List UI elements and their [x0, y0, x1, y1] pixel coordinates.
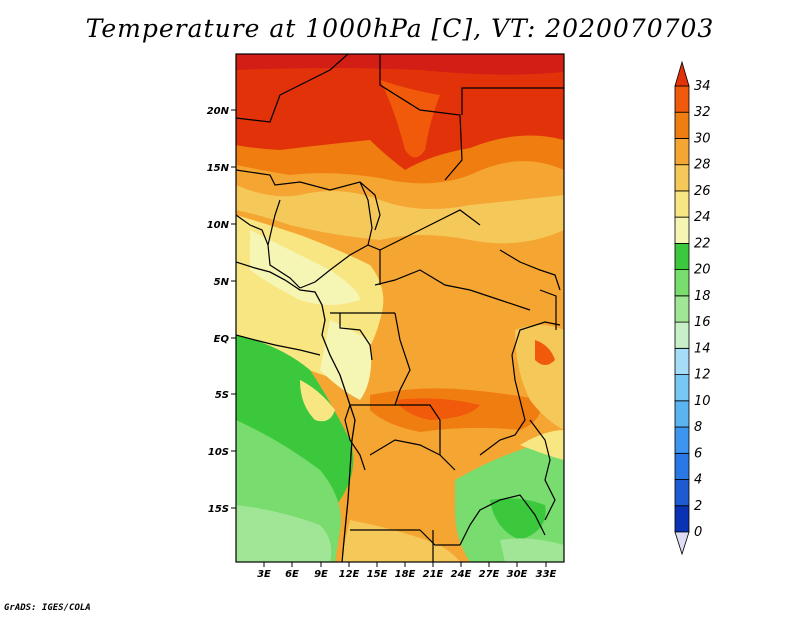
lat-label: 5S [215, 390, 229, 401]
lat-label: 10N [207, 220, 230, 231]
colorbar-swatch [674, 190, 690, 218]
lon-label: 6E [285, 569, 299, 580]
colorbar-label: 16 [694, 315, 711, 330]
longitude-axis: 3E 6E 9E 12E 15E 18E 21E 24E 27E 30E 33E [257, 562, 557, 580]
colorbar-label: 14 [694, 341, 711, 356]
lon-label: 15E [367, 569, 388, 580]
lat-label: 10S [208, 447, 229, 458]
lat-label: 15N [207, 163, 230, 174]
colorbar-swatch [674, 426, 690, 454]
colorbar-swatch [674, 321, 690, 349]
map-title: Temperature at 1000hPa [C], VT: 20200707… [85, 14, 715, 43]
colorbar-swatch [674, 347, 690, 375]
lon-label: 21E [423, 569, 444, 580]
colorbar-label: 34 [694, 79, 711, 94]
colorbar-label: 2 [694, 499, 702, 514]
colorbar-label: 0 [694, 525, 702, 540]
lon-label: 33E [536, 569, 557, 580]
colorbar-swatch [674, 374, 690, 402]
temperature-field [236, 54, 564, 562]
colorbar-over-triangle [674, 60, 690, 87]
colorbar-label: 20 [694, 263, 711, 278]
lon-label: 9E [314, 569, 328, 580]
colorbar-label: 12 [694, 368, 711, 383]
colorbar-swatch [674, 505, 690, 533]
colorbar-under-triangle [674, 531, 690, 556]
colorbar-label: 18 [694, 289, 711, 304]
colorbar-label: 4 [694, 473, 702, 488]
colorbar-label: 10 [694, 394, 711, 409]
lat-label: 20N [207, 106, 230, 117]
lat-label: 15S [208, 504, 229, 515]
lon-label: 27E [479, 569, 500, 580]
colorbar-swatch [674, 85, 690, 113]
grads-credit: GrADS: IGES/COLA [4, 603, 91, 613]
colorbar-label: 6 [694, 446, 702, 461]
colorbar-label: 22 [694, 236, 711, 251]
colorbar-swatch [674, 216, 690, 244]
lat-label: EQ [214, 334, 230, 345]
lon-label: 3E [257, 569, 271, 580]
colorbar-swatch [674, 111, 690, 139]
colorbar-swatch [674, 164, 690, 192]
colorbar-swatch [674, 452, 690, 480]
colorbar-label: 8 [694, 420, 702, 435]
coastline [236, 261, 356, 562]
map-frame [235, 53, 565, 563]
lon-label: 30E [507, 569, 528, 580]
colorbar-swatch [674, 269, 690, 297]
colorbar-label: 32 [694, 105, 711, 120]
colorbar-swatch [674, 138, 690, 166]
lon-label: 24E [451, 569, 472, 580]
colorbar-swatch [674, 295, 690, 323]
lon-label: 12E [339, 569, 360, 580]
lat-label: 5N [214, 277, 230, 288]
latitude-axis: 20N 15N 10N 5N EQ 5S 10S 15S [207, 106, 236, 515]
colorbar-label: 28 [694, 158, 711, 173]
colorbar-label: 30 [694, 132, 711, 147]
colorbar-label: 26 [694, 184, 711, 199]
colorbar-swatch [674, 400, 690, 428]
lon-label: 18E [395, 569, 416, 580]
colorbar-swatch [674, 242, 690, 270]
colorbar-label: 24 [694, 210, 711, 225]
country-borders [236, 54, 564, 562]
colorbar-swatch [674, 479, 690, 507]
